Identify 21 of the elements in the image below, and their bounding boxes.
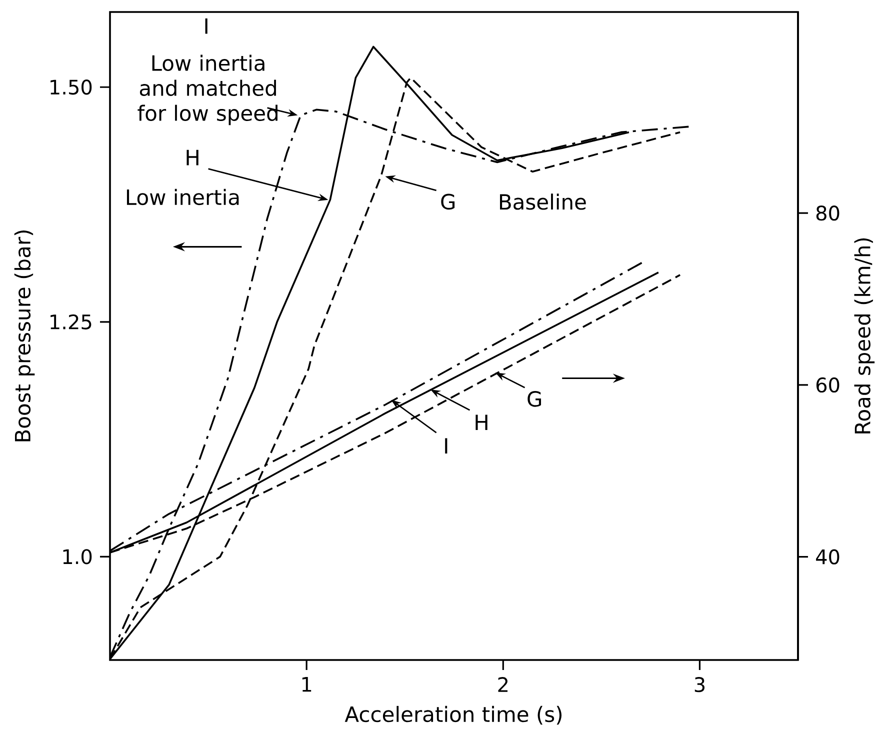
annotation: I (445, 438, 448, 454)
y-tick-label: 1.50 (50, 80, 92, 95)
x-tick-label: 2 (498, 677, 508, 692)
y2-tick-label: 40 (816, 549, 840, 564)
annotation: H (186, 150, 198, 166)
x-tick-label: 1 (302, 677, 312, 692)
annotation: Low inertia and matched for low speed (138, 54, 278, 126)
annotation: I (205, 18, 208, 34)
y-tick-label: 1.0 (63, 549, 92, 564)
annotation: G (528, 390, 542, 407)
annotation: Baseline (500, 194, 586, 210)
y2-axis-title: Road speed (km/h) (854, 238, 875, 434)
x-tick-label: 3 (694, 677, 704, 692)
y2-tick-label: 60 (816, 377, 840, 393)
y2-tick-label: 80 (816, 206, 840, 221)
y-axis-title: Boost pressure (bar) (14, 230, 35, 442)
annotation: Low inertia (126, 188, 239, 206)
annotation: H (476, 414, 488, 430)
y-tick-label: 1.25 (50, 314, 92, 330)
annotation: G (441, 194, 455, 210)
x-axis-title: Acceleration time (s) (344, 706, 562, 725)
